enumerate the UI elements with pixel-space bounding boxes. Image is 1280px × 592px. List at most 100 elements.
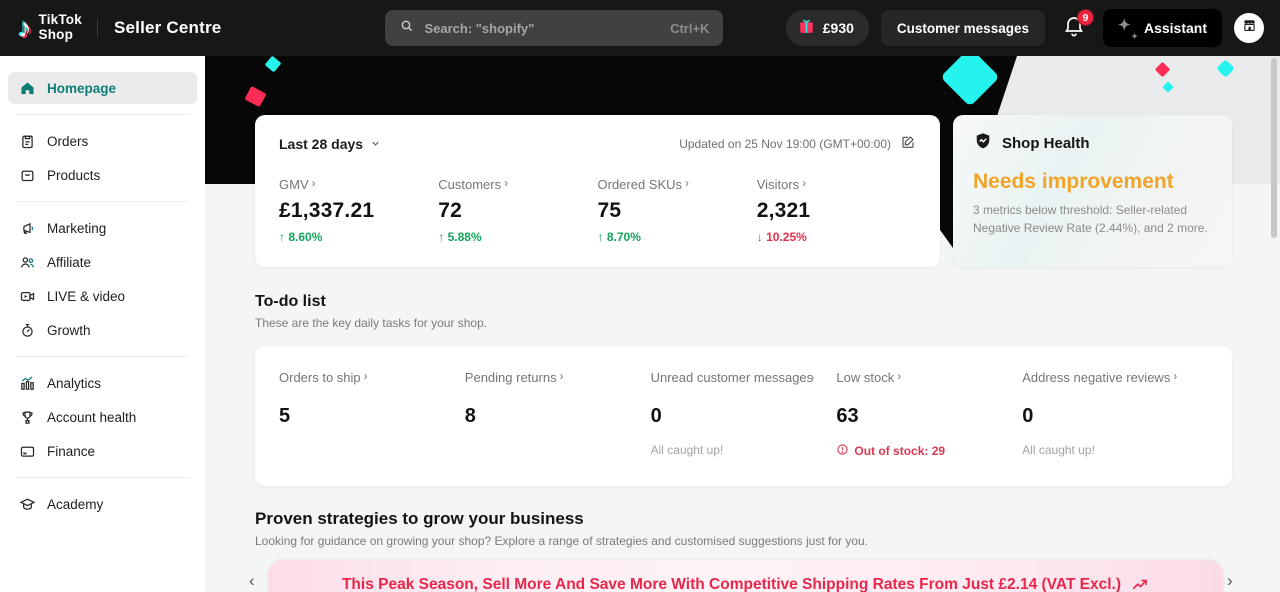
orders-icon bbox=[19, 133, 36, 150]
header-divider bbox=[96, 19, 98, 37]
todo-value: 5 bbox=[279, 405, 291, 427]
chevron-right-icon: › bbox=[802, 176, 807, 190]
todo-note: All caught up! bbox=[650, 443, 724, 457]
search-icon bbox=[399, 18, 415, 39]
metric-link[interactable]: Ordered SKUs › bbox=[597, 176, 690, 192]
promo-banner[interactable]: This Peak Season, Sell More And Save Mor… bbox=[268, 560, 1223, 592]
academy-icon bbox=[19, 496, 36, 513]
notifications-button[interactable]: 9 bbox=[1060, 9, 1094, 42]
search-input[interactable]: Search: "shopify" Ctrl+K bbox=[385, 10, 724, 46]
todo-link[interactable]: Orders to ship › bbox=[279, 369, 368, 385]
todo-note bbox=[279, 443, 465, 457]
todo-item-low-stock: Low stock › 63 Out of stock: 29 bbox=[836, 369, 1022, 463]
customer-messages-label: Customer messages bbox=[896, 20, 1029, 36]
todo-item-pending-returns: Pending returns › 8 bbox=[465, 369, 651, 463]
products-icon bbox=[19, 167, 36, 184]
metric-link[interactable]: GMV › bbox=[279, 176, 316, 192]
vertical-scrollbar[interactable] bbox=[1271, 58, 1277, 238]
todo-value: 0 bbox=[650, 405, 662, 427]
shop-health-title: Shop Health bbox=[1002, 134, 1090, 152]
sidebar-item-label: Account health bbox=[47, 409, 137, 425]
carousel-next-button[interactable]: › bbox=[1227, 571, 1233, 590]
chevron-right-icon: › bbox=[685, 176, 690, 190]
shop-health-description: 3 metrics below threshold: Seller-relate… bbox=[973, 203, 1208, 235]
page-title: Seller Centre bbox=[113, 18, 222, 37]
sidebar-item-label: Analytics bbox=[47, 375, 102, 391]
edit-icon[interactable] bbox=[900, 134, 916, 153]
date-range-label: Last 28 days bbox=[279, 135, 364, 152]
metric-ordered-skus: Ordered SKUs› 75 8.70% bbox=[597, 176, 757, 244]
todo-item-negative-reviews: Address negative reviews › 0 All caught u… bbox=[1022, 369, 1208, 463]
sidebar-item-label: LIVE & video bbox=[47, 288, 126, 304]
tiktok-note-icon[interactable]: ♪ bbox=[18, 12, 32, 43]
shield-icon bbox=[973, 131, 993, 155]
sidebar-divider bbox=[16, 356, 189, 357]
date-range-dropdown[interactable]: Last 28 days bbox=[279, 136, 381, 152]
sidebar-item-marketing[interactable]: Marketing bbox=[8, 212, 197, 244]
top-header: ♪ TikTok Shop Seller Centre Search: "sho… bbox=[0, 0, 1280, 56]
brand-logo[interactable]: TikTok Shop bbox=[38, 12, 82, 43]
warning-circle-icon bbox=[836, 443, 849, 459]
carousel-prev-button[interactable]: ‹ bbox=[249, 571, 255, 590]
sidebar-item-orders[interactable]: Orders bbox=[8, 125, 197, 157]
metric-delta: 5.88% bbox=[438, 230, 597, 244]
metric-gmv: GMV› £1,337.21 8.60% bbox=[279, 176, 438, 244]
sidebar-item-live-video[interactable]: LIVE & video bbox=[8, 280, 197, 312]
finance-icon bbox=[19, 443, 36, 460]
rewards-button[interactable]: £930 bbox=[785, 10, 869, 46]
todo-item-orders-to-ship: Orders to ship › 5 bbox=[279, 369, 465, 463]
todo-note bbox=[465, 443, 651, 457]
todo-card: Orders to ship › 5 Pending returns › 8 Unr… bbox=[255, 346, 1232, 486]
storefront-icon bbox=[1241, 17, 1258, 39]
sidebar: Homepage Orders Products Marketing Affil… bbox=[0, 56, 205, 592]
sidebar-item-label: Homepage bbox=[47, 80, 117, 96]
customer-messages-button[interactable]: Customer messages bbox=[880, 10, 1045, 46]
chevron-right-icon: › bbox=[559, 369, 564, 383]
sidebar-item-label: Marketing bbox=[47, 220, 107, 236]
todo-link[interactable]: Pending returns › bbox=[464, 369, 564, 385]
sidebar-item-label: Finance bbox=[47, 443, 96, 459]
sidebar-item-account-health[interactable]: Account health bbox=[8, 401, 197, 433]
overview-card: Last 28 days Updated on 25 Nov 19:00 (GM… bbox=[255, 115, 940, 267]
notification-badge: 9 bbox=[1076, 9, 1094, 26]
sparkle-icon: ✦ ✦ bbox=[1117, 17, 1138, 41]
updated-timestamp: Updated on 25 Nov 19:00 (GMT+00:00) bbox=[679, 136, 891, 151]
sidebar-item-products[interactable]: Products bbox=[8, 159, 197, 191]
brand-line1: TikTok bbox=[38, 12, 82, 28]
assistant-button[interactable]: ✦ ✦ Assistant bbox=[1102, 9, 1222, 47]
todo-note-out-of-stock[interactable]: Out of stock: 29 bbox=[836, 443, 1022, 459]
brand-line2: Shop bbox=[38, 27, 74, 42]
shop-switcher-button[interactable] bbox=[1234, 13, 1264, 43]
metric-value: £1,337.21 bbox=[279, 199, 375, 222]
sidebar-divider bbox=[16, 477, 189, 478]
todo-link[interactable]: Address negative reviews › bbox=[1022, 369, 1178, 385]
live-video-icon bbox=[19, 288, 36, 305]
sidebar-item-label: Orders bbox=[47, 133, 89, 149]
sidebar-item-label: Affiliate bbox=[47, 254, 92, 270]
todo-link[interactable]: Low stock › bbox=[836, 369, 902, 385]
sidebar-item-homepage[interactable]: Homepage bbox=[8, 72, 197, 104]
shop-health-status[interactable]: Needs improvement bbox=[973, 170, 1174, 193]
chevron-right-icon: › bbox=[504, 176, 509, 190]
promo-banner-text: This Peak Season, Sell More And Save Mor… bbox=[341, 576, 1122, 592]
metric-delta: 8.60% bbox=[279, 230, 438, 244]
home-icon bbox=[19, 80, 36, 97]
strategies-subtitle: Looking for guidance on growing your sho… bbox=[255, 534, 869, 548]
sidebar-item-finance[interactable]: Finance bbox=[8, 435, 197, 467]
metric-link[interactable]: Customers › bbox=[438, 176, 509, 192]
sidebar-item-growth[interactable]: Growth bbox=[8, 314, 197, 346]
trend-rocket-icon bbox=[1131, 576, 1149, 592]
todo-item-unread-messages: Unread customer messages › 0 All caught u… bbox=[651, 369, 837, 463]
todo-value: 8 bbox=[464, 405, 476, 427]
metric-value: 72 bbox=[438, 199, 463, 222]
todo-subtitle: These are the key daily tasks for your s… bbox=[255, 316, 488, 330]
sidebar-item-analytics[interactable]: Analytics bbox=[8, 367, 197, 399]
todo-value: 63 bbox=[836, 405, 859, 427]
marketing-icon bbox=[19, 220, 36, 237]
sidebar-item-academy[interactable]: Academy bbox=[8, 488, 197, 520]
main-content: Last 28 days Updated on 25 Nov 19:00 (GM… bbox=[205, 56, 1280, 592]
metric-link[interactable]: Visitors › bbox=[756, 176, 807, 192]
sidebar-item-affiliate[interactable]: Affiliate bbox=[8, 246, 197, 278]
todo-link[interactable]: Unread customer messages › bbox=[650, 370, 815, 385]
shop-health-card[interactable]: Shop Health Needs improvement 3 metrics … bbox=[953, 115, 1232, 267]
